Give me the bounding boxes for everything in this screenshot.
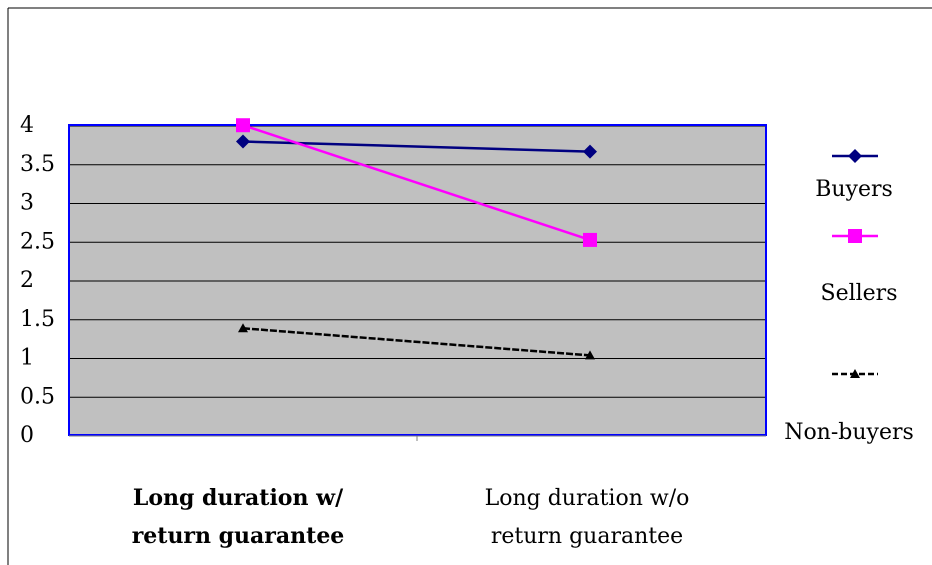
y-tick-label: 4 xyxy=(20,113,34,138)
x-category-label: Long duration w/ xyxy=(133,485,344,511)
data-point-triangle-marker xyxy=(585,350,595,360)
series-sellers xyxy=(236,118,597,247)
legend-diamond-marker xyxy=(848,149,862,163)
data-point-square-marker xyxy=(236,118,250,133)
series-line xyxy=(242,327,591,357)
data-point-diamond-marker xyxy=(583,144,597,159)
y-tick-label: 0 xyxy=(20,423,34,448)
y-tick-label: 1 xyxy=(20,346,34,371)
plot-area-border xyxy=(68,124,767,436)
y-tick-label: 3.5 xyxy=(20,152,55,177)
x-category-label: return guarantee xyxy=(132,523,345,549)
x-category-label: Long duration w/o xyxy=(485,486,690,511)
legend-label: Non-buyers xyxy=(784,420,914,445)
legend-square-marker xyxy=(848,229,862,243)
legend-label: Sellers xyxy=(821,281,898,306)
legend-item-buyers: Buyers xyxy=(815,149,893,202)
plot-area xyxy=(69,125,766,435)
legend-triangle-marker xyxy=(850,369,860,378)
y-tick-label: 2 xyxy=(20,268,34,293)
data-point-triangle-marker xyxy=(238,323,248,333)
y-tick-label: 3 xyxy=(20,191,34,216)
legend-item-sellers: Sellers xyxy=(821,229,898,306)
series-non-buyers xyxy=(238,323,595,360)
x-category-label: return guarantee xyxy=(491,524,683,549)
x-axis-category-labels: Long duration w/return guarantee Long dur… xyxy=(132,485,690,549)
data-point-diamond-marker xyxy=(236,134,250,149)
y-tick-label: 0.5 xyxy=(20,384,55,409)
legend: Buyers Sellers Non-buyers xyxy=(784,149,914,445)
y-tick-label: 1.5 xyxy=(20,307,55,332)
y-tick-label: 2.5 xyxy=(20,229,55,254)
data-point-square-marker xyxy=(583,232,597,247)
series-layer xyxy=(236,118,597,360)
legend-item-non-buyers: Non-buyers xyxy=(784,369,914,445)
y-axis-tick-labels: 0 0.5 1 1.5 2 2.5 3 3.5 4 xyxy=(20,113,55,448)
legend-label: Buyers xyxy=(815,177,893,202)
series-line xyxy=(242,124,591,242)
